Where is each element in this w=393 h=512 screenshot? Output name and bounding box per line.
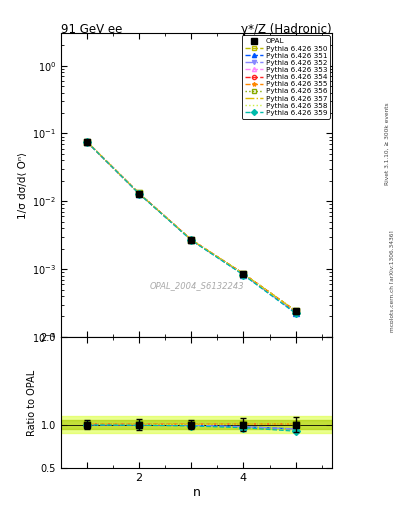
Legend: OPAL, Pythia 6.426 350, Pythia 6.426 351, Pythia 6.426 352, Pythia 6.426 353, Py: OPAL, Pythia 6.426 350, Pythia 6.426 351…	[242, 35, 330, 119]
X-axis label: n: n	[193, 486, 200, 499]
Text: mcplots.cern.ch [arXiv:1306.3436]: mcplots.cern.ch [arXiv:1306.3436]	[390, 231, 393, 332]
Text: 91 GeV ee: 91 GeV ee	[61, 23, 122, 36]
Text: γ*/Z (Hadronic): γ*/Z (Hadronic)	[241, 23, 332, 36]
Text: Rivet 3.1.10, ≥ 300k events: Rivet 3.1.10, ≥ 300k events	[385, 102, 389, 185]
Text: OPAL_2004_S6132243: OPAL_2004_S6132243	[149, 281, 244, 290]
Y-axis label: Ratio to OPAL: Ratio to OPAL	[26, 370, 37, 436]
Y-axis label: 1/σ dσ/d⟨ Oⁿ⟩: 1/σ dσ/d⟨ Oⁿ⟩	[18, 152, 28, 219]
